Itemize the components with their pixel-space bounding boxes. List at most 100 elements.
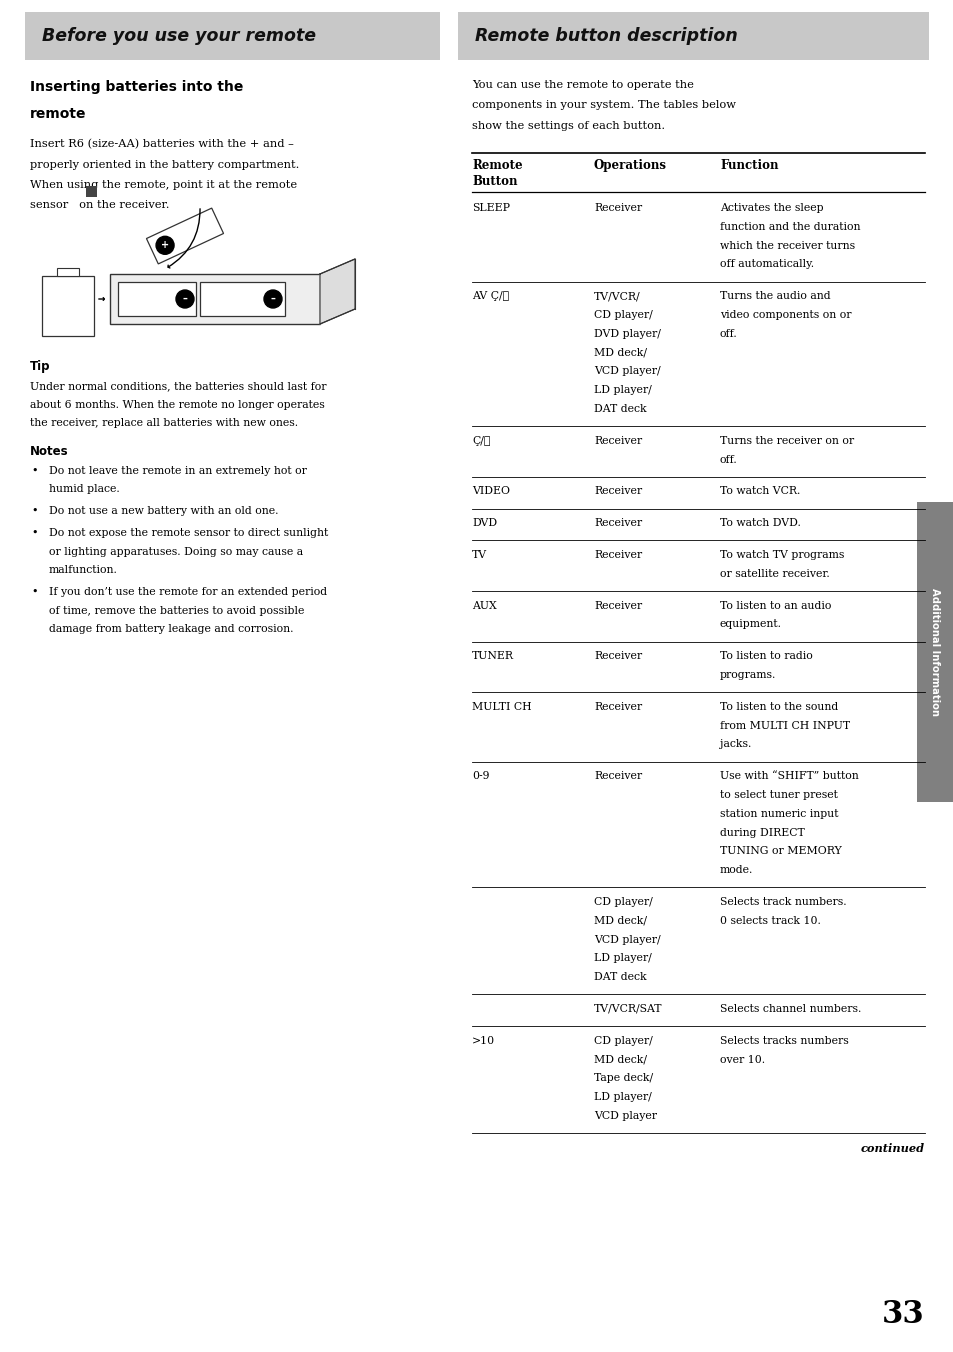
Text: continued: continued bbox=[860, 1144, 924, 1155]
Text: remote: remote bbox=[30, 107, 87, 120]
Text: CD player/: CD player/ bbox=[594, 1036, 652, 1046]
Text: To watch TV programs: To watch TV programs bbox=[720, 550, 843, 560]
Text: Receiver: Receiver bbox=[594, 518, 641, 529]
Text: or satellite receiver.: or satellite receiver. bbox=[720, 569, 829, 579]
Text: Activates the sleep: Activates the sleep bbox=[720, 203, 822, 214]
Text: mode.: mode. bbox=[720, 865, 753, 875]
Bar bbox=[42, 276, 94, 337]
Text: •: • bbox=[30, 465, 37, 476]
Text: 33: 33 bbox=[882, 1299, 924, 1330]
Text: Turns the receiver on or: Turns the receiver on or bbox=[720, 435, 853, 446]
Text: TV/VCR/: TV/VCR/ bbox=[594, 291, 640, 301]
Text: Turns the audio and: Turns the audio and bbox=[720, 291, 830, 301]
Bar bbox=[86, 185, 97, 196]
Text: Before you use your remote: Before you use your remote bbox=[42, 27, 315, 45]
Text: Ҫ/⏻: Ҫ/⏻ bbox=[472, 435, 490, 446]
Text: CD player/: CD player/ bbox=[594, 896, 652, 907]
Text: 0 selects track 10.: 0 selects track 10. bbox=[720, 915, 820, 926]
Text: TV/VCR/SAT: TV/VCR/SAT bbox=[594, 1005, 661, 1014]
Text: Receiver: Receiver bbox=[594, 487, 641, 496]
Text: sensor   on the receiver.: sensor on the receiver. bbox=[30, 200, 170, 211]
Text: off automatically.: off automatically. bbox=[720, 260, 813, 269]
Text: TV: TV bbox=[472, 550, 487, 560]
Bar bbox=[110, 274, 319, 324]
Text: Inserting batteries into the: Inserting batteries into the bbox=[30, 80, 243, 95]
Bar bbox=[457, 12, 928, 59]
Text: Do not expose the remote sensor to direct sunlight: Do not expose the remote sensor to direc… bbox=[49, 529, 328, 538]
Text: Receiver: Receiver bbox=[594, 652, 641, 661]
Text: Tip: Tip bbox=[30, 360, 51, 373]
Text: during DIRECT: during DIRECT bbox=[720, 827, 804, 838]
Text: CD player/: CD player/ bbox=[594, 310, 652, 320]
Text: function and the duration: function and the duration bbox=[720, 222, 860, 231]
Text: TUNING or MEMORY: TUNING or MEMORY bbox=[720, 846, 841, 856]
Circle shape bbox=[156, 237, 173, 254]
Text: >10: >10 bbox=[472, 1036, 495, 1046]
Text: of time, remove the batteries to avoid possible: of time, remove the batteries to avoid p… bbox=[49, 606, 304, 615]
Bar bbox=[25, 12, 439, 59]
Text: LD player/: LD player/ bbox=[594, 953, 651, 964]
Text: station numeric input: station numeric input bbox=[720, 808, 838, 819]
Text: Do not leave the remote in an extremely hot or: Do not leave the remote in an extremely … bbox=[49, 465, 307, 476]
Text: Under normal conditions, the batteries should last for: Under normal conditions, the batteries s… bbox=[30, 381, 326, 391]
Text: over 10.: over 10. bbox=[720, 1055, 764, 1064]
Text: which the receiver turns: which the receiver turns bbox=[720, 241, 854, 250]
Polygon shape bbox=[147, 208, 223, 264]
Text: To listen to radio: To listen to radio bbox=[720, 652, 812, 661]
Text: properly oriented in the battery compartment.: properly oriented in the battery compart… bbox=[30, 160, 299, 169]
Text: equipment.: equipment. bbox=[720, 619, 781, 630]
Text: When using the remote, point it at the remote: When using the remote, point it at the r… bbox=[30, 180, 296, 191]
Text: AUX: AUX bbox=[472, 600, 497, 611]
Text: Remote button description: Remote button description bbox=[475, 27, 737, 45]
Text: MULTI CH: MULTI CH bbox=[472, 702, 531, 711]
Text: VCD player: VCD player bbox=[594, 1111, 657, 1121]
Text: To listen to the sound: To listen to the sound bbox=[720, 702, 838, 711]
Text: You can use the remote to operate the: You can use the remote to operate the bbox=[472, 80, 693, 91]
Text: VCD player/: VCD player/ bbox=[594, 366, 659, 376]
Text: from MULTI CH INPUT: from MULTI CH INPUT bbox=[720, 721, 849, 730]
Text: DVD player/: DVD player/ bbox=[594, 329, 660, 339]
Text: Remote
Button: Remote Button bbox=[472, 160, 522, 188]
Text: •: • bbox=[30, 506, 37, 516]
Text: •: • bbox=[30, 529, 37, 538]
Text: –: – bbox=[271, 293, 275, 304]
Text: Additional Information: Additional Information bbox=[929, 588, 940, 717]
Bar bbox=[57, 268, 79, 276]
Text: 0-9: 0-9 bbox=[472, 771, 489, 781]
Bar bbox=[200, 283, 285, 316]
Text: Insert R6 (size-AA) batteries with the + and –: Insert R6 (size-AA) batteries with the +… bbox=[30, 139, 294, 149]
Text: Receiver: Receiver bbox=[594, 702, 641, 711]
Text: AV Ҫ/⏻: AV Ҫ/⏻ bbox=[472, 291, 509, 301]
Text: SLEEP: SLEEP bbox=[472, 203, 510, 214]
Text: –: – bbox=[182, 293, 187, 304]
Text: Do not use a new battery with an old one.: Do not use a new battery with an old one… bbox=[49, 506, 278, 516]
Bar bbox=[916, 502, 953, 802]
Text: To watch VCR.: To watch VCR. bbox=[720, 487, 800, 496]
Text: •: • bbox=[30, 587, 37, 598]
Circle shape bbox=[264, 289, 282, 308]
Text: or lighting apparatuses. Doing so may cause a: or lighting apparatuses. Doing so may ca… bbox=[49, 546, 303, 557]
Text: Function: Function bbox=[720, 160, 778, 173]
Text: Receiver: Receiver bbox=[594, 435, 641, 446]
Text: programs.: programs. bbox=[720, 671, 776, 680]
Text: LD player/: LD player/ bbox=[594, 385, 651, 395]
Text: DAT deck: DAT deck bbox=[594, 972, 646, 982]
Text: VCD player/: VCD player/ bbox=[594, 934, 659, 945]
Text: If you don’t use the remote for an extended period: If you don’t use the remote for an exten… bbox=[49, 587, 327, 598]
Text: MD deck/: MD deck/ bbox=[594, 915, 646, 926]
Text: +: + bbox=[161, 241, 169, 250]
Text: to select tuner preset: to select tuner preset bbox=[720, 790, 837, 800]
Text: MD deck/: MD deck/ bbox=[594, 1055, 646, 1064]
Text: about 6 months. When the remote no longer operates: about 6 months. When the remote no longe… bbox=[30, 399, 324, 410]
Text: Selects channel numbers.: Selects channel numbers. bbox=[720, 1005, 861, 1014]
Text: Receiver: Receiver bbox=[594, 771, 641, 781]
Circle shape bbox=[175, 289, 193, 308]
Text: damage from battery leakage and corrosion.: damage from battery leakage and corrosio… bbox=[49, 625, 294, 634]
Text: Receiver: Receiver bbox=[594, 203, 641, 214]
Text: Tape deck/: Tape deck/ bbox=[594, 1073, 653, 1083]
Text: off.: off. bbox=[720, 454, 737, 465]
Bar bbox=[118, 283, 195, 316]
Text: Selects track numbers.: Selects track numbers. bbox=[720, 896, 845, 907]
Polygon shape bbox=[319, 260, 355, 324]
Text: Selects tracks numbers: Selects tracks numbers bbox=[720, 1036, 848, 1046]
